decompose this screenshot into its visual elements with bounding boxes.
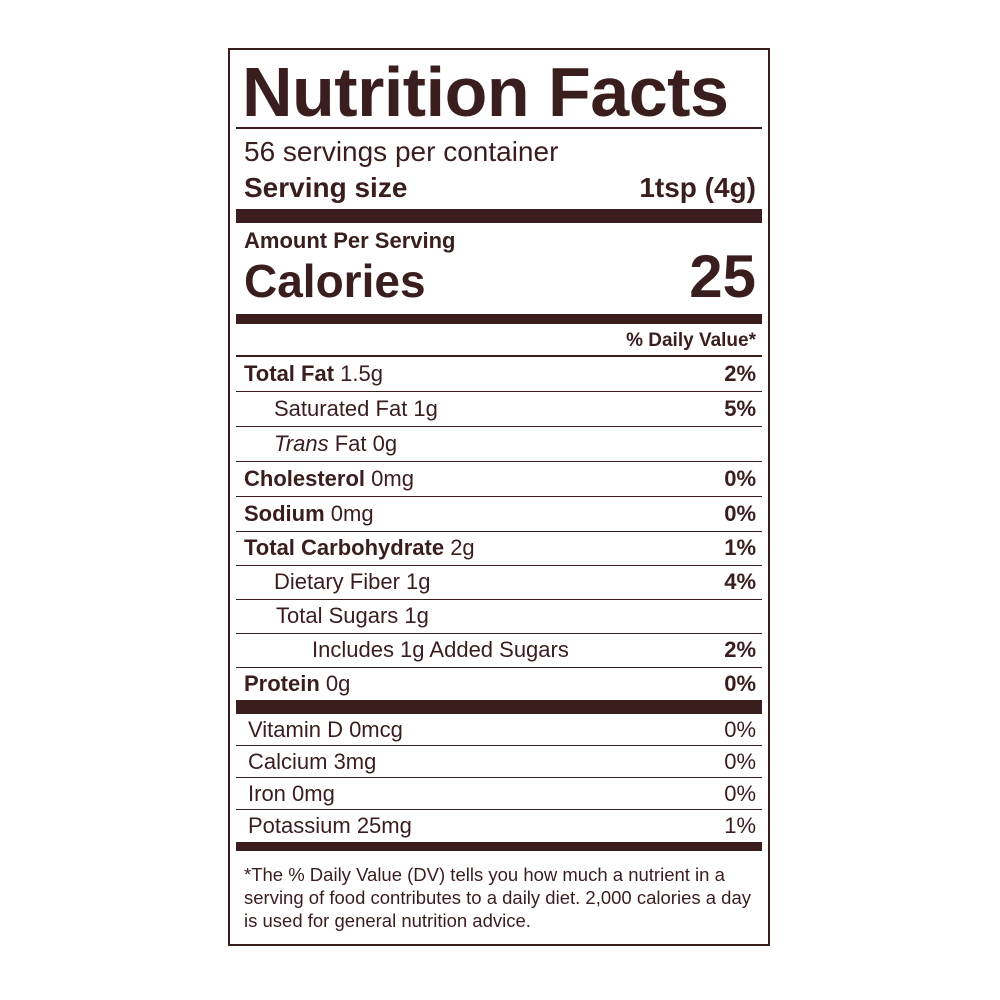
nutrient-amount: Fat 0g: [334, 431, 398, 456]
vitamin-name: Vitamin D 0mcg: [248, 716, 403, 742]
vitamin-dv: 0%: [724, 780, 756, 806]
footnote: *The % Daily Value (DV) tells you how mu…: [244, 864, 751, 931]
vitamin-dv: 0%: [724, 716, 756, 742]
title: Nutrition Facts: [242, 53, 729, 131]
calories-label: Calories: [244, 255, 426, 307]
nutrient-name: Total Carbohydrate: [244, 535, 445, 560]
nutrient-amount: 0mg: [330, 501, 374, 526]
serving-size-label: Serving size: [244, 172, 408, 203]
vitamin-name: Iron 0mg: [248, 780, 335, 806]
vitamin-row: Vitamin D 0mcg 0%: [236, 714, 762, 746]
nutrient-name: Includes 1g Added Sugars: [312, 637, 569, 662]
vitamin-dv: 1%: [724, 812, 756, 838]
thick-divider: [236, 314, 762, 324]
calories-value: 25: [689, 243, 756, 310]
nutrient-row: Saturated Fat 1g 5%: [236, 392, 762, 427]
nutrient-dv: 4%: [724, 569, 756, 594]
nutrition-label: Nutrition Facts 56 servings per containe…: [228, 48, 770, 946]
nutrient-row: Trans Fat 0g: [236, 427, 762, 462]
nutrient-name: Total Fat: [244, 361, 335, 386]
nutrient-dv: 1%: [724, 535, 756, 560]
nutrient-dv: 2%: [724, 361, 756, 386]
nutrient-name: Trans: [274, 431, 329, 456]
nutrient-dv: 0%: [724, 466, 756, 491]
nutrient-name: Saturated Fat 1g: [274, 396, 438, 421]
vitamin-row: Potassium 25mg 1%: [236, 810, 762, 841]
thick-divider: [236, 700, 762, 714]
divider: [236, 355, 762, 357]
vitamin-row: Calcium 3mg 0%: [236, 746, 762, 778]
nutrient-name: Sodium: [244, 501, 325, 526]
nutrient-dv: 0%: [724, 671, 756, 696]
divider: [236, 127, 762, 129]
daily-value-header: % Daily Value*: [626, 330, 756, 351]
serving-size: 1tsp (4g): [639, 172, 756, 203]
nutrient-row: Protein 0g 0%: [236, 667, 762, 701]
nutrient-name: Dietary Fiber 1g: [274, 569, 431, 594]
vitamin-dv: 0%: [724, 748, 756, 774]
nutrient-row: Includes 1g Added Sugars 2%: [236, 633, 762, 668]
nutrient-row: Dietary Fiber 1g 4%: [236, 565, 762, 600]
thick-divider: [236, 209, 762, 223]
nutrient-row: Total Fat 1.5g 2%: [236, 357, 762, 392]
amount-per-serving: Amount Per Serving: [244, 228, 456, 253]
nutrient-name: Total Sugars 1g: [276, 603, 429, 628]
thick-divider: [236, 842, 762, 851]
nutrient-row: Total Sugars 1g: [236, 599, 762, 634]
nutrient-amount: 2g: [450, 535, 475, 560]
nutrient-row: Cholesterol 0mg 0%: [236, 462, 762, 497]
servings: 56 servings per container: [244, 136, 559, 167]
vitamin-name: Calcium 3mg: [248, 748, 377, 774]
nutrient-row: Total Carbohydrate 2g 1%: [236, 531, 762, 566]
nutrient-amount: 1.5g: [340, 361, 383, 386]
nutrient-amount: 0g: [325, 671, 351, 696]
nutrient-dv: 0%: [724, 501, 756, 526]
nutrient-name: Cholesterol: [244, 466, 366, 491]
nutrient-amount: 0mg: [371, 466, 414, 491]
nutrient-dv: 5%: [724, 396, 756, 421]
vitamin-name: Potassium 25mg: [248, 812, 412, 838]
nutrient-row: Sodium 0mg 0%: [236, 497, 762, 532]
nutrient-name: Protein: [244, 671, 320, 696]
vitamin-row: Iron 0mg 0%: [236, 778, 762, 810]
nutrient-dv: 2%: [724, 637, 756, 662]
